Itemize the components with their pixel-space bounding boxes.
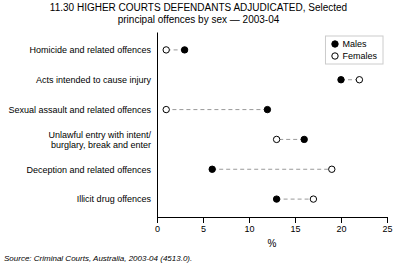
- title: 11.30 HIGHER COURTS DEFENDANTS ADJUDICAT…: [50, 2, 347, 13]
- x-tick: 25: [382, 217, 392, 234]
- y-tick-label-line: Deception and related offences: [27, 165, 152, 175]
- connector: [212, 169, 332, 170]
- point: [163, 106, 169, 112]
- point: [273, 196, 279, 202]
- point: [264, 106, 270, 112]
- y-axis: Homicide and related offences Acts intend…: [9, 33, 158, 218]
- y-tick-label-line: Sexual assault and related offences: [9, 105, 152, 115]
- legend-marker: [332, 53, 338, 59]
- point: [329, 166, 335, 172]
- legend-item: Males: [332, 39, 367, 49]
- point: [181, 47, 187, 53]
- x-tick-label: 25: [382, 224, 392, 234]
- y-tick-label: Illicit drug offences: [77, 194, 152, 204]
- x-axis-title: %: [268, 238, 277, 249]
- x-tick: 15: [290, 217, 300, 234]
- x-tick-mark: [341, 217, 342, 223]
- point: [356, 77, 362, 83]
- connector: [277, 199, 314, 200]
- y-tick-label: Deception and related offences: [27, 165, 152, 175]
- y-axis-line: [157, 33, 158, 218]
- x-tick-label: 15: [290, 224, 300, 234]
- x-axis: 0 5 10 15 20 25: [155, 217, 393, 234]
- legend-item: Females: [332, 51, 378, 61]
- x-tick-mark: [157, 217, 158, 223]
- y-tick: Sexual assault and related offences: [9, 105, 157, 115]
- y-tick: Illicit drug offences: [77, 194, 157, 204]
- legend: Males Females: [325, 36, 383, 64]
- x-tick-mark: [295, 217, 296, 223]
- series-points: [163, 47, 363, 203]
- x-tick: 20: [336, 217, 346, 234]
- x-tick: 0: [155, 217, 160, 234]
- connector: [277, 139, 305, 140]
- y-tick-label: Sexual assault and related offences: [9, 105, 152, 115]
- connector: [166, 109, 267, 110]
- legend-label: Males: [342, 39, 367, 49]
- legend-label: Females: [342, 51, 377, 61]
- point: [163, 47, 169, 53]
- x-tick-mark: [387, 217, 388, 223]
- x-axis-line: [158, 218, 388, 224]
- connectors: [166, 50, 359, 199]
- x-tick: 10: [244, 217, 254, 234]
- x-tick-mark: [249, 217, 250, 223]
- x-tick-label: 10: [244, 224, 254, 234]
- subtitle: principal offences by sex — 2003-04: [118, 14, 280, 25]
- x-tick-label: 0: [155, 224, 160, 234]
- y-tick-label-line: burglary, break and enter: [51, 140, 151, 150]
- point: [338, 77, 344, 83]
- x-tick: 5: [201, 217, 206, 234]
- y-tick: Acts intended to cause injury: [36, 75, 157, 85]
- y-tick: Unlawful entry with intent/burglary, bre…: [48, 130, 157, 150]
- y-tick-label-line: Illicit drug offences: [77, 194, 152, 204]
- chart: 11.30 HIGHER COURTS DEFENDANTS ADJUDICAT…: [0, 0, 397, 265]
- y-tick-label-line: Homicide and related offences: [30, 45, 152, 55]
- y-tick: Homicide and related offences: [30, 45, 157, 55]
- legend-box: [325, 36, 383, 64]
- x-tick-label: 5: [201, 224, 206, 234]
- y-tick-label-line: Unlawful entry with intent/: [48, 130, 151, 140]
- point: [209, 166, 215, 172]
- source: Source: Criminal Courts, Australia, 2003…: [4, 254, 192, 263]
- marks: [163, 47, 363, 203]
- point: [301, 136, 307, 142]
- x-tick-label: 20: [336, 224, 346, 234]
- point: [310, 196, 316, 202]
- legend-marker: [332, 41, 338, 47]
- y-tick: Deception and related offences: [27, 165, 157, 175]
- y-tick-label: Acts intended to cause injury: [36, 75, 152, 85]
- y-tick-label: Unlawful entry with intent/burglary, bre…: [48, 130, 151, 150]
- y-tick-label-line: Acts intended to cause injury: [36, 75, 152, 85]
- point: [273, 136, 279, 142]
- series-points: [181, 47, 344, 203]
- y-tick-label: Homicide and related offences: [30, 45, 152, 55]
- x-tick-mark: [203, 217, 204, 223]
